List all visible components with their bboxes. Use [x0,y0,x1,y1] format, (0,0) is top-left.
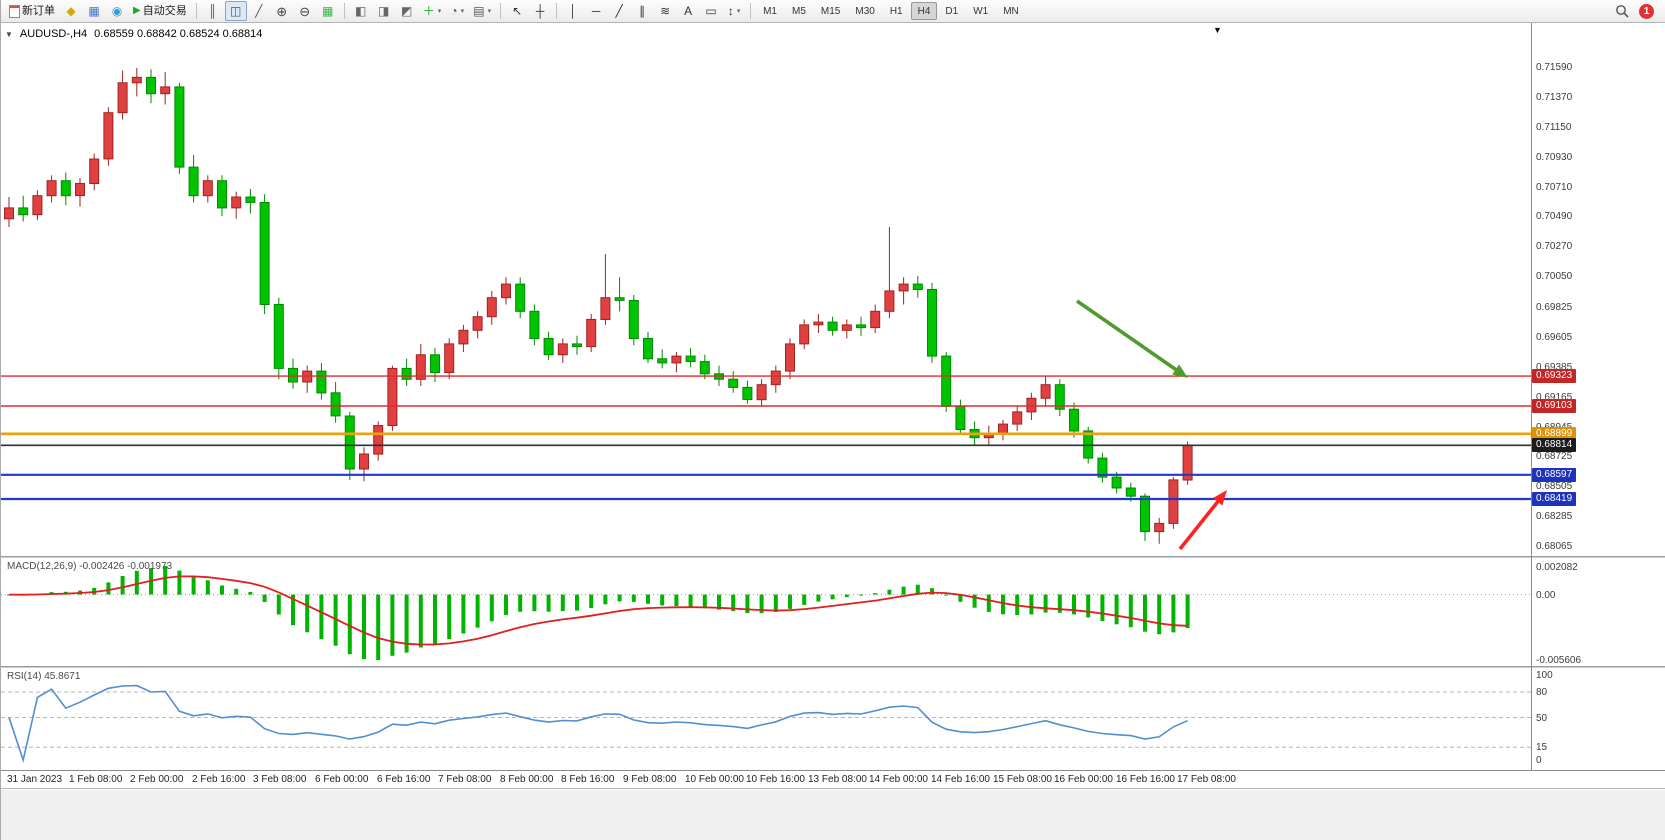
indicator-line-icon[interactable]: ◩ [396,1,418,21]
timeframe-m30[interactable]: M30 [848,2,881,20]
data-window-icon: ◉ [111,4,123,18]
fibonacci-icon: ≋ [660,4,671,18]
timeframe-mn[interactable]: MN [996,2,1026,20]
zoom-out-icon: ⊖ [299,3,311,19]
crosshair-icon: ┼ [535,4,545,18]
timeframe-m5[interactable]: M5 [785,2,813,20]
tile-windows-icon: ▦ [322,4,334,18]
pane-separator-rsi[interactable] [1,666,1665,668]
data-window-icon[interactable]: ◉ [106,1,128,21]
channel-icon[interactable]: ∥ [631,1,653,21]
timeframe-w1[interactable]: W1 [966,2,995,20]
dropdown-arrow-icon: ▾ [736,7,741,15]
play-icon: ▶ [133,5,141,16]
collapse-icon[interactable]: ▼ [5,29,13,39]
channel-icon: ∥ [639,4,646,18]
period-clock-icon[interactable]: ◔ ▾ [446,1,468,21]
indicator-chart-icon[interactable]: ◨ [373,1,395,21]
rsi-pane[interactable] [1,668,1665,770]
timeframe-d1[interactable]: D1 [938,2,965,20]
chart-window-icon[interactable]: ▦ [83,1,105,21]
chart-window-icon: ▦ [88,4,100,18]
toolbar-separator [556,3,558,19]
indicator-window-icon: ◧ [355,4,367,18]
toolbar-right-group: 1 [1615,3,1662,19]
timeframe-m15[interactable]: M15 [814,2,847,20]
cursor-icon[interactable]: ↖ [506,1,528,21]
dropdown-arrow-icon: ▾ [487,7,492,15]
line-chart-type-icon: ╱ [255,4,263,18]
timeframe-h1[interactable]: H1 [883,2,910,20]
arrows-icon[interactable]: ↕ ▾ [723,1,745,21]
dropdown-arrow-icon: ▾ [437,7,442,15]
arrows-icon: ↕ [727,4,734,18]
timeframe-m1[interactable]: M1 [756,2,784,20]
horizontal-line-icon: ─ [591,4,601,18]
trendline-icon[interactable]: ╱ [608,1,630,21]
dropdown-arrow-icon: ▾ [460,7,465,15]
symbol-period-label: AUDUSD-,H4 [19,28,88,40]
timeframe-h4[interactable]: H4 [910,2,938,20]
zoom-in-icon[interactable]: ⊕ [271,1,293,21]
zoom-out-icon[interactable]: ⊖ [294,1,316,21]
search-icon[interactable] [1615,4,1630,19]
add-indicator-icon: ＋ [422,4,435,18]
tile-windows-icon[interactable]: ▦ [317,1,339,21]
pane-separator-macd[interactable] [1,556,1665,558]
new-order-button[interactable]: 新订单 [5,1,59,21]
chart-title: ▼ AUDUSD-,H4 0.68559 0.68842 0.68524 0.6… [5,28,262,40]
toolbar-separator [500,3,502,19]
toolbar-items: 新订单 ◆ ▦ ◉ ▶ 自动交易 ║ ◫ ╱ ⊕ ⊖ ▦ ◧ ◨ ◩ ＋ ▾ ◔ ▾ ▤ ▾ ↖ ┼ │ ─ ╱ ∥ ≋ A ▭ ↕ ▾ M1 M… [5,1,1026,21]
chart-shift-marker[interactable]: ▼ [1213,25,1222,35]
quotes-icon[interactable]: ◆ [60,1,82,21]
bottom-filler [1,790,1665,840]
period-clock-icon: ◔ [450,4,458,18]
toolbar-separator [195,3,197,19]
trendline-icon: ╱ [615,4,623,18]
template-icon[interactable]: ▤ ▾ [469,1,495,21]
text-icon: A [684,4,693,18]
indicator-chart-icon: ◨ [378,4,390,18]
zoom-in-icon: ⊕ [276,3,288,19]
template-icon: ▤ [473,4,485,18]
add-indicator-icon[interactable]: ＋ ▾ [419,1,446,21]
auto-trading-button[interactable]: ▶ 自动交易 [129,1,191,21]
label-icon: ▭ [705,4,717,18]
notification-badge[interactable]: 1 [1639,3,1654,19]
cursor-icon: ↖ [512,4,523,18]
bar-chart-type-icon[interactable]: ║ [202,1,224,21]
label-icon[interactable]: ▭ [700,1,722,21]
candlestick-chart-type-icon: ◫ [230,4,242,18]
fibonacci-icon[interactable]: ≋ [654,1,676,21]
time-axis[interactable] [1,770,1665,789]
horizontal-line-icon[interactable]: ─ [585,1,607,21]
main-chart-pane[interactable] [1,23,1665,556]
text-icon[interactable]: A [677,1,699,21]
macd-label: MACD(12,26,9) -0.002426 -0.001973 [7,561,173,572]
vertical-line-icon: │ [569,4,577,18]
bar-chart-type-icon: ║ [208,4,217,18]
indicator-line-icon: ◩ [401,4,413,18]
toolbar: 新订单 ◆ ▦ ◉ ▶ 自动交易 ║ ◫ ╱ ⊕ ⊖ ▦ ◧ ◨ ◩ ＋ ▾ ◔ ▾ ▤ ▾ ↖ ┼ │ ─ ╱ ∥ ≋ A ▭ ↕ ▾ M1 M… [1,0,1665,23]
new-order-label: 新订单 [22,4,55,17]
quotes-icon: ◆ [66,4,76,18]
vertical-line-icon[interactable]: │ [562,1,584,21]
ohlc-readout: 0.68559 0.68842 0.68524 0.68814 [94,28,263,40]
rsi-label: RSI(14) 45.8671 [7,671,81,682]
price-axis[interactable] [1531,23,1665,770]
candlestick-chart-type-icon[interactable]: ◫ [224,1,247,21]
price-axis-border [1531,23,1532,770]
line-chart-type-icon[interactable]: ╱ [248,1,270,21]
macd-pane[interactable] [1,558,1665,666]
indicator-window-icon[interactable]: ◧ [350,1,372,21]
new-order-icon [9,4,20,18]
crosshair-icon[interactable]: ┼ [529,1,551,21]
toolbar-separator [750,3,752,19]
toolbar-separator [343,3,345,19]
auto-trading-label: 自动交易 [142,4,187,17]
